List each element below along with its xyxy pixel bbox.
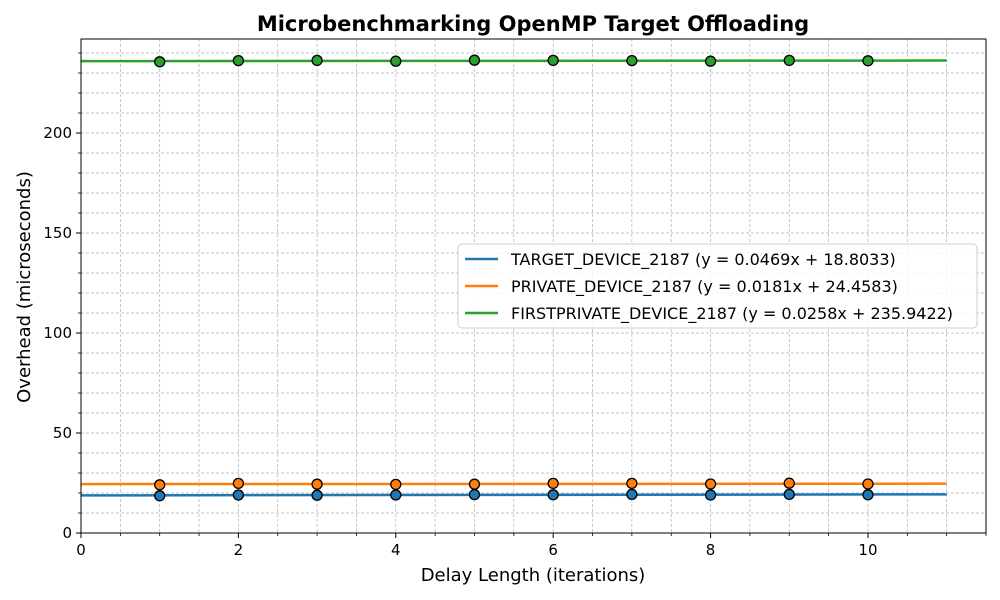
fit-lines xyxy=(80,59,947,497)
x-tick-label: 4 xyxy=(391,541,401,559)
data-point-series-2 xyxy=(626,477,638,490)
legend-label-series-2: PRIVATE_DEVICE_2187 (y = 0.0181x + 24.45… xyxy=(511,277,898,297)
data-point-series-2 xyxy=(783,477,795,489)
x-tick-label: 10 xyxy=(858,541,877,559)
fit-line-series-3 xyxy=(80,59,947,63)
data-point-series-1 xyxy=(547,489,559,501)
data-point-series-3 xyxy=(862,55,874,67)
data-point-series-1 xyxy=(862,489,874,501)
data-point-series-1 xyxy=(468,488,481,501)
data-point-series-1 xyxy=(390,489,402,501)
legend-label-series-1: TARGET_DEVICE_2187 (y = 0.0469x + 18.803… xyxy=(510,250,896,270)
x-tick-label: 8 xyxy=(706,541,716,559)
data-point-series-1 xyxy=(232,489,245,501)
y-tick-label: 100 xyxy=(43,324,72,342)
data-points xyxy=(154,54,874,502)
data-point-series-2 xyxy=(704,478,717,490)
x-tick-label: 2 xyxy=(234,541,244,559)
y-tick-label: 0 xyxy=(62,524,72,542)
y-axis-label: Overhead (microseconds) xyxy=(14,171,35,403)
data-point-series-2 xyxy=(154,479,166,491)
legend-label-series-3: FIRSTPRIVATE_DEVICE_2187 (y = 0.0258x + … xyxy=(511,304,953,324)
data-point-series-1 xyxy=(311,489,323,501)
data-point-series-3 xyxy=(626,54,638,67)
data-point-series-2 xyxy=(547,477,559,490)
data-point-series-1 xyxy=(704,489,717,501)
legend: TARGET_DEVICE_2187 (y = 0.0469x + 18.803… xyxy=(457,243,978,329)
plot-frame xyxy=(80,38,987,534)
data-point-series-1 xyxy=(783,488,795,501)
data-point-series-3 xyxy=(704,55,717,67)
data-point-series-3 xyxy=(783,54,795,67)
data-point-series-1 xyxy=(626,488,638,501)
data-point-series-2 xyxy=(232,477,245,490)
y-tick-label: 150 xyxy=(43,224,72,242)
x-tick-label: 0 xyxy=(76,541,86,559)
data-point-series-3 xyxy=(154,56,166,68)
chart-title: Microbenchmarking OpenMP Target Offloadi… xyxy=(257,12,809,36)
data-point-series-2 xyxy=(390,478,402,491)
data-point-series-3 xyxy=(547,54,559,67)
data-point-series-3 xyxy=(468,54,481,66)
data-point-series-2 xyxy=(862,478,874,490)
data-point-series-2 xyxy=(311,478,323,490)
x-tick-label: 6 xyxy=(548,541,558,559)
data-point-series-3 xyxy=(390,55,402,67)
fit-line-series-1 xyxy=(80,493,947,497)
x-axis-label: Delay Length (iterations) xyxy=(421,565,646,586)
y-tick-label: 200 xyxy=(43,124,72,142)
data-point-series-3 xyxy=(232,54,245,67)
legend-box xyxy=(457,243,978,329)
data-point-series-3 xyxy=(311,54,323,67)
data-point-series-2 xyxy=(468,478,481,490)
y-tick-label: 50 xyxy=(53,424,72,442)
data-point-series-1 xyxy=(154,490,166,502)
